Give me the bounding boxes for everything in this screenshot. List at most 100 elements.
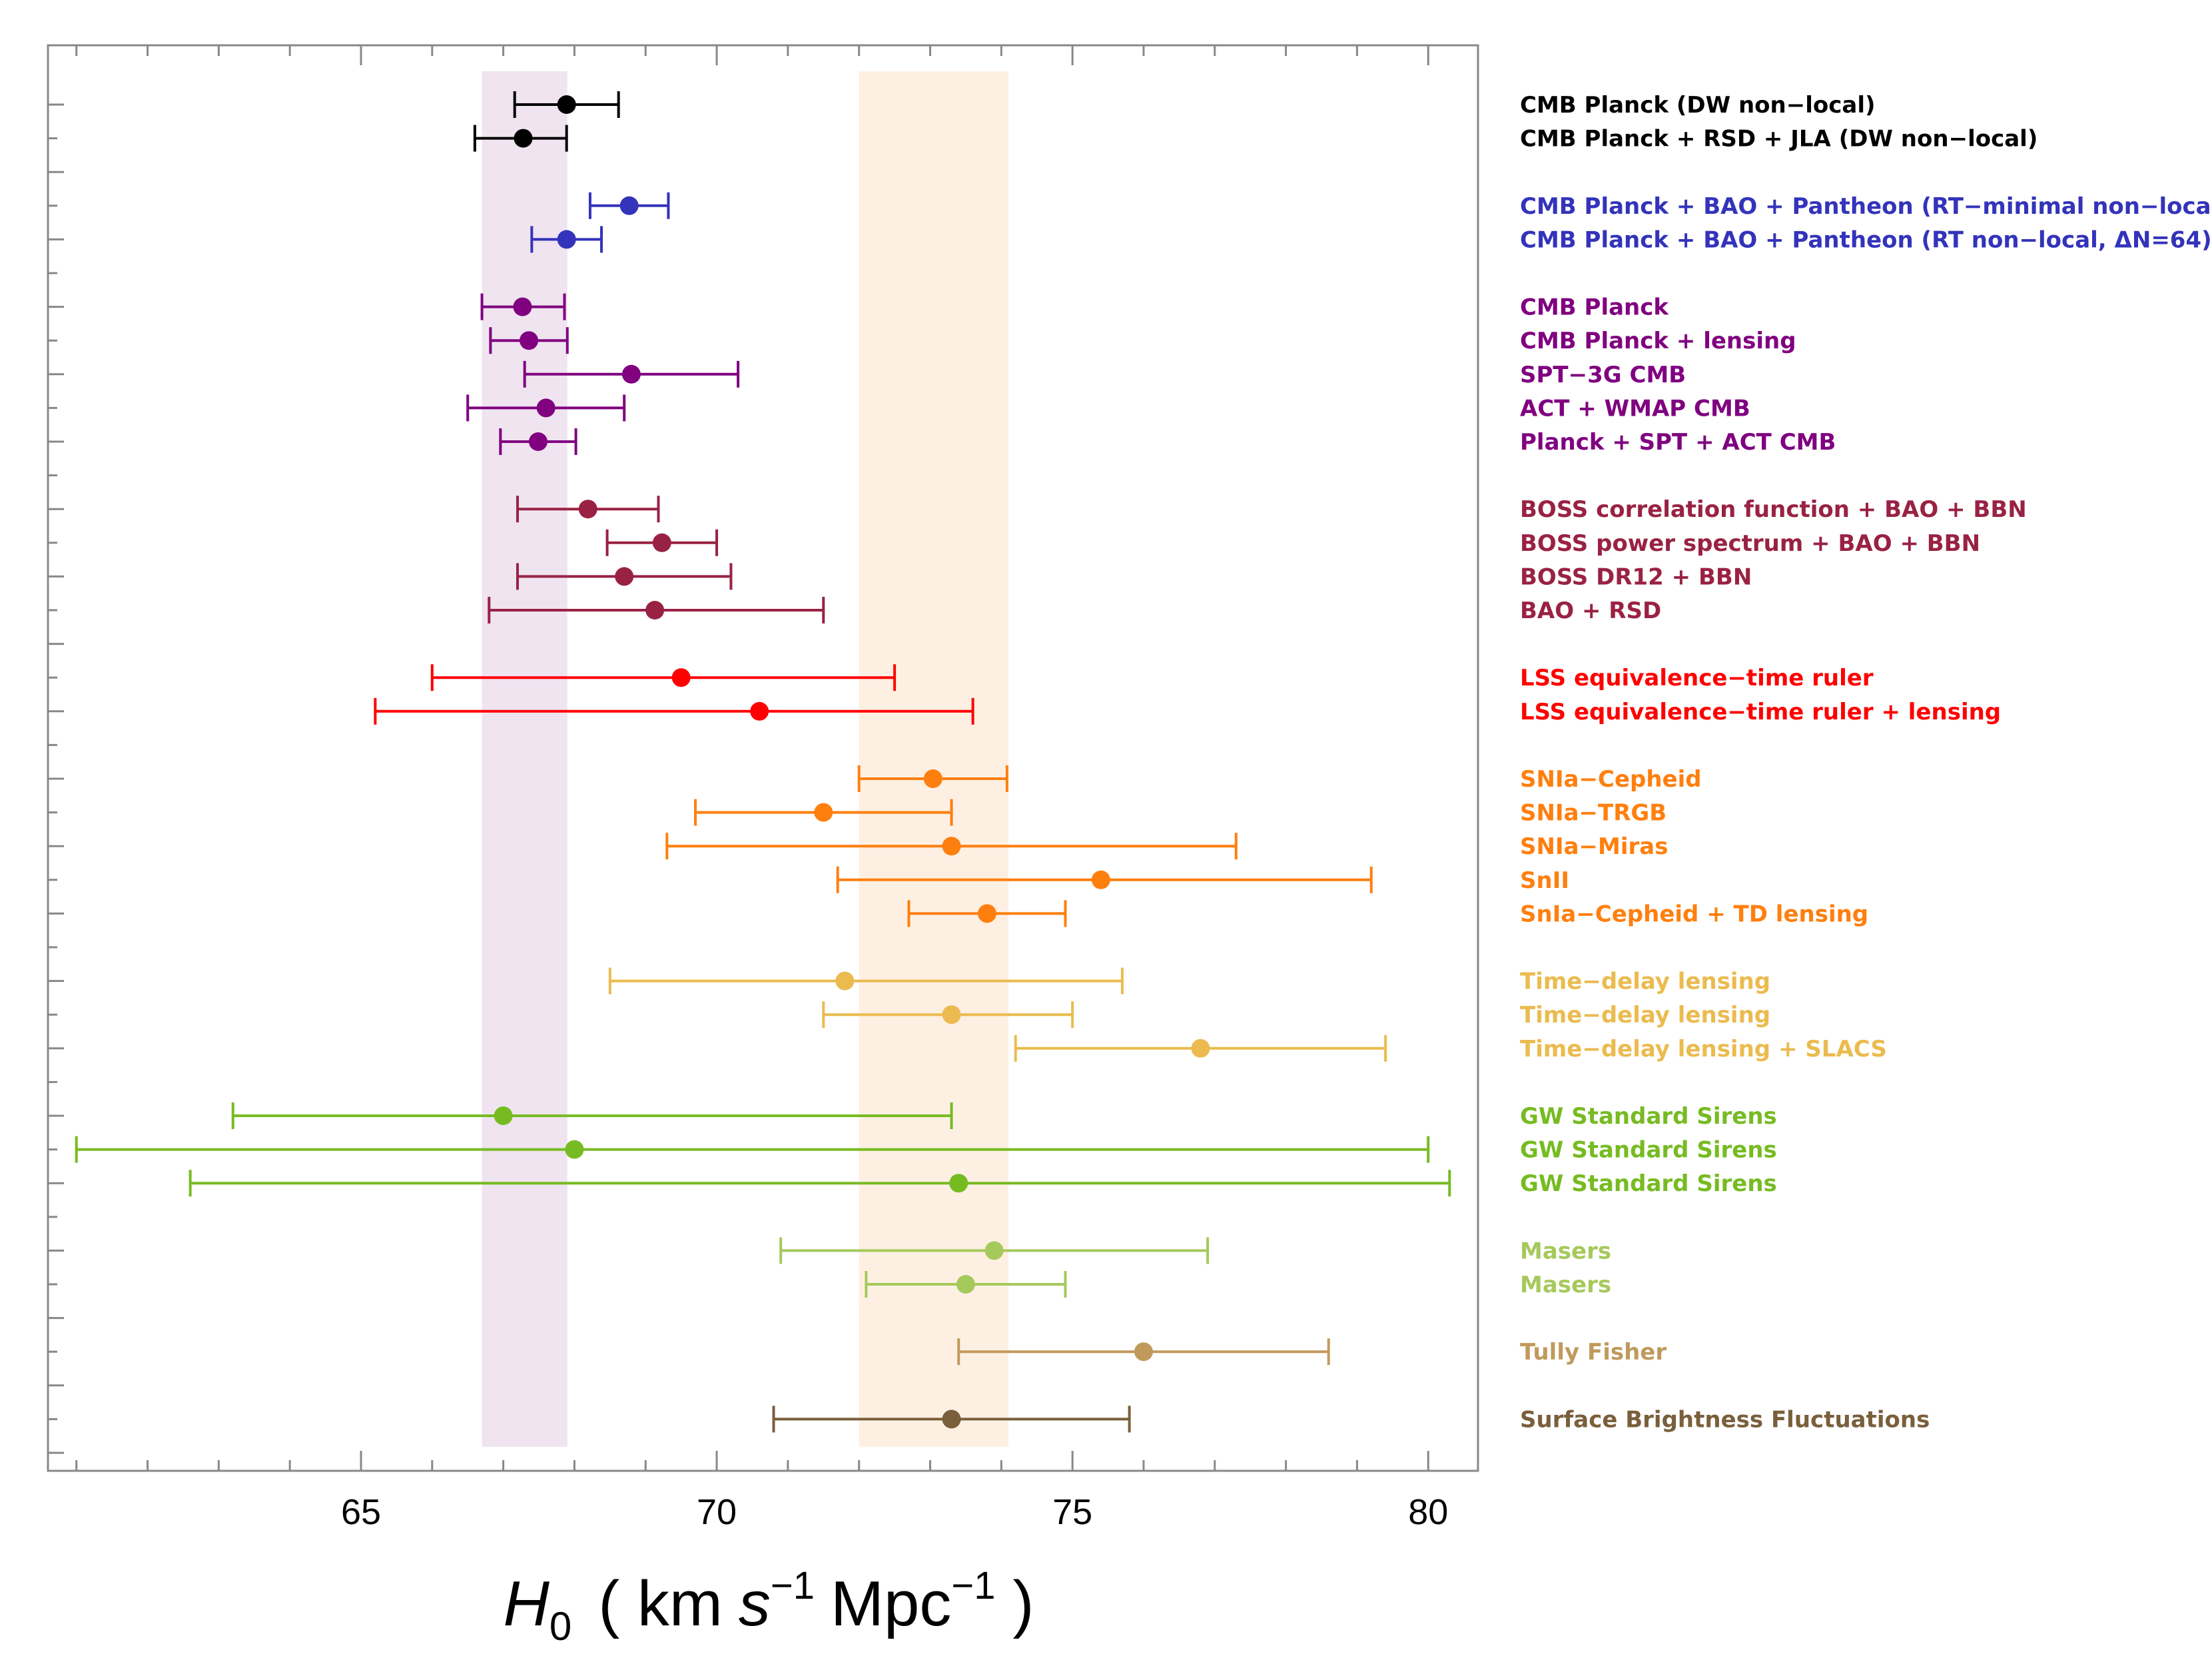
data-point-group — [822, 1001, 1074, 1029]
data-point-group — [779, 1237, 1210, 1264]
data-point-group — [694, 799, 953, 826]
legend-label: SNIa−TRGB — [1520, 800, 1666, 827]
y-axis-ticks — [48, 103, 64, 1454]
legend-label: CMB Planck (DW non−local) — [1520, 92, 1876, 119]
data-point-group — [516, 496, 660, 523]
data-point-marker — [578, 500, 597, 519]
data-point-group — [430, 664, 897, 691]
data-point-group — [530, 226, 603, 253]
legend-label: BAO + RSD — [1520, 598, 1661, 624]
plot-frame — [47, 44, 1479, 1472]
data-point-marker — [621, 364, 641, 384]
data-point-group — [588, 192, 670, 219]
data-point-marker — [520, 331, 539, 350]
data-point-group — [499, 428, 577, 455]
data-point-group — [488, 597, 825, 623]
data-point-marker — [835, 971, 855, 991]
data-point-group — [857, 765, 1008, 792]
data-point-marker — [557, 230, 576, 249]
data-point-group — [513, 91, 620, 118]
data-points — [75, 91, 1451, 1433]
data-point-marker — [923, 769, 942, 788]
data-point-marker — [1091, 870, 1110, 889]
legend-label: Time−delay lensing — [1520, 969, 1770, 995]
data-point-group — [1014, 1035, 1387, 1062]
x-tick-label: 75 — [1052, 1492, 1092, 1532]
data-point-marker — [645, 601, 665, 620]
data-point-group — [374, 697, 974, 725]
legend-label: CMB Planck + RSD + JLA (DW non−local) — [1520, 126, 2037, 153]
legend-label: BOSS DR12 + BBN — [1520, 564, 1752, 590]
data-point-marker — [977, 904, 996, 923]
data-point-group — [836, 866, 1373, 893]
data-point-marker — [557, 95, 576, 114]
data-point-group — [516, 563, 733, 590]
data-point-group — [480, 293, 566, 320]
data-point-group — [75, 1136, 1430, 1163]
data-point-marker — [494, 1106, 513, 1125]
data-point-marker — [513, 297, 532, 316]
legend-label: GW Standard Sirens — [1520, 1103, 1777, 1130]
legend-label: Masers — [1520, 1272, 1611, 1298]
legend-label: BOSS power spectrum + BAO + BBN — [1520, 530, 1980, 557]
legend-label: CMB Planck + BAO + Pantheon (RT non−loca… — [1520, 226, 2212, 253]
legend-label: Time−delay lensing — [1520, 1002, 1770, 1029]
x-axis-title: H0( km s−1 Mpc−1) — [504, 1564, 1034, 1649]
legend-label: LSS equivalence−time ruler + lensing — [1520, 699, 2001, 725]
data-point-group — [188, 1170, 1451, 1197]
shoes-band — [859, 71, 1009, 1447]
data-point-marker — [942, 1410, 961, 1429]
data-point-marker — [942, 837, 961, 856]
legend-label: SPT−3G CMB — [1520, 362, 1686, 388]
legend-label: Masers — [1520, 1238, 1611, 1264]
data-point-group — [865, 1271, 1067, 1298]
legend-label: SNIa−Miras — [1520, 833, 1668, 860]
legend-labels: CMB Planck (DW non−local) CMB Planck + RS… — [1520, 92, 2212, 1433]
data-point-group — [907, 900, 1067, 927]
legend-label: BOSS correlation function + BAO + BBN — [1520, 496, 2027, 523]
data-point-group — [665, 833, 1238, 860]
reference-bands — [482, 71, 1009, 1447]
x-tick-label: 65 — [341, 1492, 381, 1532]
data-point-marker — [536, 398, 555, 418]
data-point-marker — [750, 701, 769, 721]
legend-label: Time−delay lensing + SLACS — [1520, 1036, 1887, 1062]
legend-label: CMB Planck + BAO + Pantheon (RT−minimal … — [1520, 193, 2212, 220]
data-point-group — [523, 360, 740, 388]
legend-label: SnII — [1520, 867, 1569, 894]
data-point-marker — [942, 1005, 961, 1025]
x-tick-label: 70 — [697, 1492, 737, 1532]
x-axis-ticks: 65 70 75 80 — [75, 45, 1448, 1532]
legend-label: SnIa−Cepheid + TD lensing — [1520, 901, 1868, 927]
data-point-group — [772, 1406, 1131, 1433]
data-point-marker — [615, 567, 634, 586]
legend-label: LSS equivalence−time ruler — [1520, 665, 1874, 691]
data-point-marker — [1134, 1342, 1153, 1362]
data-point-marker — [619, 196, 639, 215]
data-point-marker — [956, 1275, 975, 1294]
legend-label: Tully Fisher — [1520, 1339, 1666, 1366]
data-point-marker — [814, 803, 833, 822]
data-point-marker — [1191, 1038, 1210, 1058]
data-point-group — [466, 394, 626, 422]
legend-label: CMB Planck + lensing — [1520, 328, 1796, 354]
legend-label: GW Standard Sirens — [1520, 1170, 1777, 1197]
data-point-marker — [565, 1140, 584, 1159]
x-tick-label: 80 — [1408, 1492, 1448, 1532]
data-point-group — [605, 529, 719, 556]
data-point-marker — [949, 1174, 968, 1193]
data-point-marker — [652, 533, 671, 552]
data-point-group — [489, 327, 569, 354]
data-point-marker — [984, 1241, 1004, 1260]
legend-label: Surface Brightness Fluctuations — [1520, 1406, 1930, 1433]
data-point-marker — [514, 129, 533, 148]
data-point-group — [957, 1338, 1330, 1366]
data-point-marker — [528, 432, 548, 451]
legend-label: Planck + SPT + ACT CMB — [1520, 429, 1836, 456]
planck-band — [482, 71, 567, 1447]
data-point-group — [231, 1102, 953, 1129]
data-point-marker — [671, 668, 691, 687]
legend-label: CMB Planck — [1520, 294, 1669, 321]
legend-label: GW Standard Sirens — [1520, 1137, 1777, 1164]
